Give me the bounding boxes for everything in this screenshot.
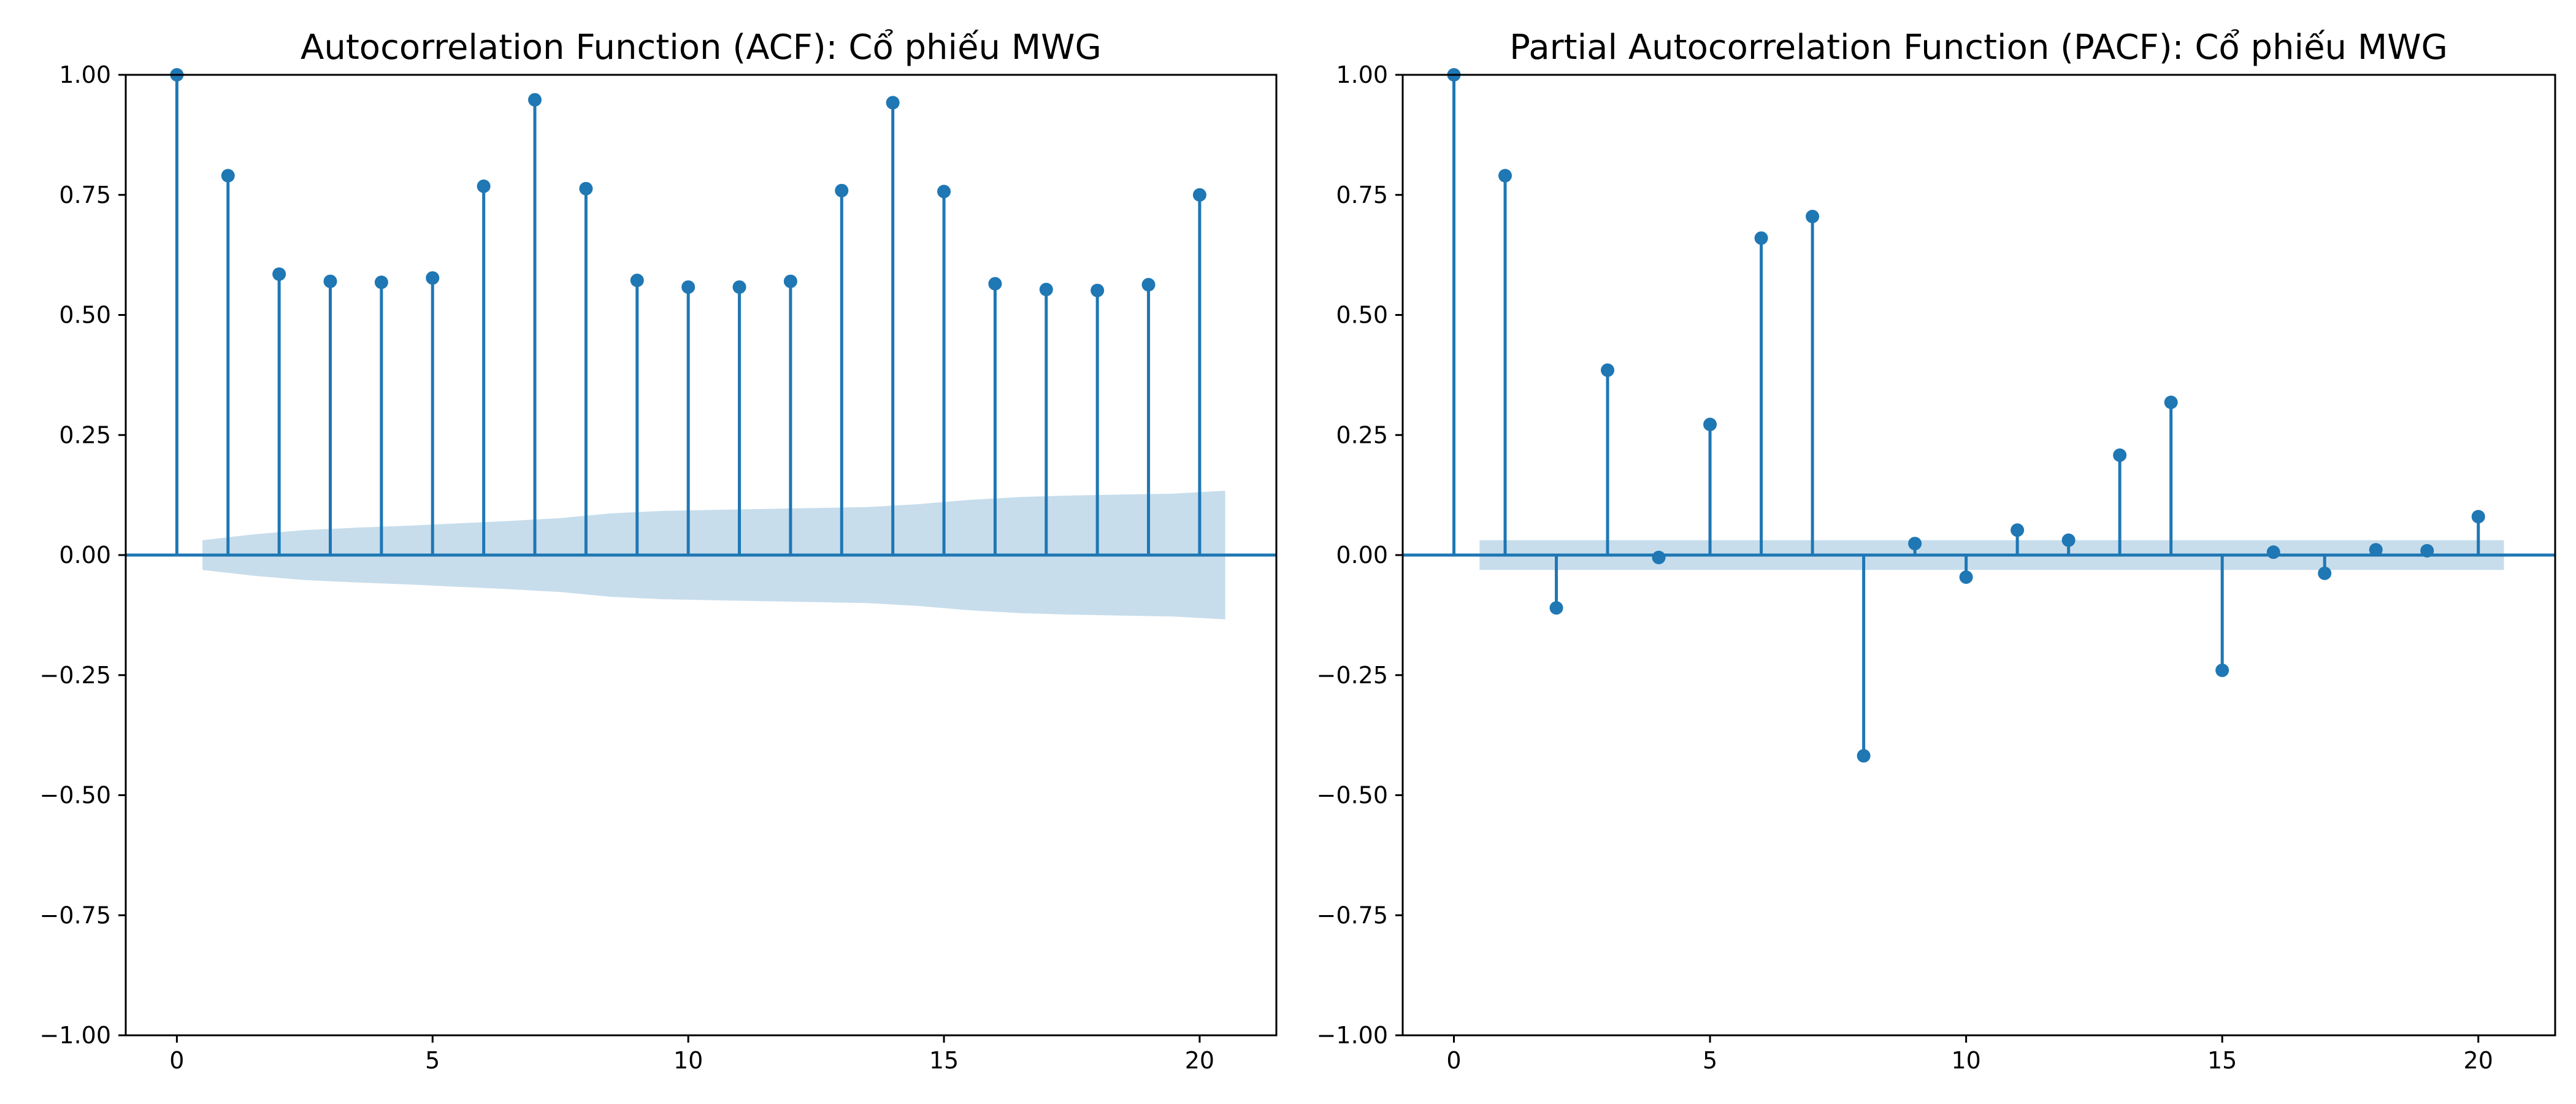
pacf-marker-lag-7	[1806, 209, 1820, 223]
pacf-y-tick-label: 0.50	[1336, 302, 1388, 329]
acf-plot-area: −1.00 −0.75 −0.50 −0.25 0.00 0.25 0.50 0.75 1.00…	[40, 61, 1278, 1074]
pacf-x-tick-label: 20	[2464, 1047, 2493, 1074]
acf-y-tick-label: −0.50	[40, 782, 111, 809]
acf-marker-lag-14	[886, 96, 900, 110]
acf-marker-lag-4	[374, 275, 388, 289]
pacf-y-tick-label: −1.00	[1317, 1022, 1388, 1049]
acf-title: Autocorrelation Function (ACF): Cổ phiếu…	[301, 28, 1102, 67]
acf-marker-lag-10	[681, 280, 696, 294]
acf-y-tick-label: −0.75	[40, 902, 111, 929]
pacf-y-tick-label: 0.00	[1336, 542, 1388, 569]
acf-marker-lag-16	[988, 277, 1002, 291]
pacf-marker-lag-13	[2113, 448, 2127, 462]
pacf-marker-lag-11	[2011, 523, 2025, 537]
pacf-marker-lag-2	[1549, 601, 1563, 615]
acf-marker-lag-18	[1091, 283, 1105, 297]
acf-marker-lag-19	[1141, 278, 1156, 292]
pacf-marker-lag-12	[2061, 533, 2076, 547]
pacf-marker-lag-17	[2318, 566, 2332, 580]
acf-marker-lag-5	[426, 271, 440, 285]
pacf-plot-area: −1.00 −0.75 −0.50 −0.25 0.00 0.25 0.50 0.75 1.00…	[1317, 61, 2556, 1074]
acf-x-tick-label: 5	[425, 1047, 440, 1074]
acf-x-tick-label: 20	[1185, 1047, 1214, 1074]
acf-marker-lag-12	[783, 274, 797, 288]
acf-y-tick-label: 1.00	[59, 61, 111, 88]
pacf-marker-lag-20	[2471, 510, 2485, 524]
pacf-marker-lag-4	[1652, 550, 1666, 564]
acf-marker-lag-17	[1039, 283, 1053, 297]
acf-marker-lag-9	[630, 274, 644, 288]
pacf-y-tick-label: −0.25	[1317, 662, 1388, 689]
pacf-marker-lag-6	[1754, 231, 1768, 245]
pacf-title: Partial Autocorrelation Function (PACF):…	[1509, 28, 2448, 67]
acf-marker-lag-2	[272, 267, 286, 281]
pacf-panel: Partial Autocorrelation Function (PACF):…	[1317, 28, 2556, 1074]
acf-marker-lag-3	[323, 274, 337, 288]
acf-y-tick-label: −1.00	[40, 1022, 111, 1049]
acf-y-tick-label: 0.25	[59, 421, 111, 448]
pacf-x-tick-label: 15	[2207, 1047, 2237, 1074]
pacf-marker-lag-16	[2266, 545, 2280, 559]
pacf-y-tick-label: 0.25	[1336, 421, 1388, 448]
pacf-x-tick-label: 10	[1951, 1047, 1980, 1074]
pacf-x-tick-label: 5	[1703, 1047, 1717, 1074]
acf-x-tick-label: 0	[169, 1047, 184, 1074]
pacf-marker-lag-8	[1857, 749, 1871, 763]
pacf-marker-lag-5	[1703, 418, 1717, 432]
pacf-x-tick-label: 0	[1446, 1047, 1461, 1074]
pacf-y-tick-label: −0.75	[1317, 902, 1388, 929]
pacf-marker-lag-1	[1498, 169, 1512, 183]
pacf-y-tick-label: 1.00	[1336, 61, 1388, 88]
acf-marker-lag-20	[1192, 188, 1206, 202]
acf-marker-lag-13	[835, 183, 849, 197]
acf-y-tick-label: 0.00	[59, 542, 111, 569]
acf-x-tick-label: 10	[673, 1047, 703, 1074]
pacf-marker-lag-14	[2164, 396, 2178, 410]
acf-marker-lag-7	[528, 93, 542, 107]
acf-marker-lag-6	[477, 179, 491, 193]
pacf-marker-lag-9	[1908, 537, 1922, 551]
acf-x-tick-label: 15	[929, 1047, 959, 1074]
pacf-marker-lag-10	[1959, 570, 1973, 585]
pacf-marker-lag-15	[2215, 663, 2229, 677]
acf-panel: Autocorrelation Function (ACF): Cổ phiếu…	[40, 28, 1278, 1074]
acf-y-tick-label: −0.25	[40, 662, 111, 689]
acf-marker-lag-11	[732, 280, 746, 294]
acf-marker-lag-1	[221, 169, 235, 183]
pacf-marker-lag-18	[2369, 543, 2383, 557]
acf-marker-lag-8	[579, 182, 593, 196]
acf-y-tick-label: 0.75	[59, 182, 111, 209]
pacf-y-tick-label: −0.50	[1317, 782, 1388, 809]
acf-y-tick-label: 0.50	[59, 302, 111, 329]
pacf-marker-lag-3	[1601, 363, 1615, 377]
pacf-y-tick-label: 0.75	[1336, 182, 1388, 209]
acf-marker-lag-15	[937, 185, 951, 199]
